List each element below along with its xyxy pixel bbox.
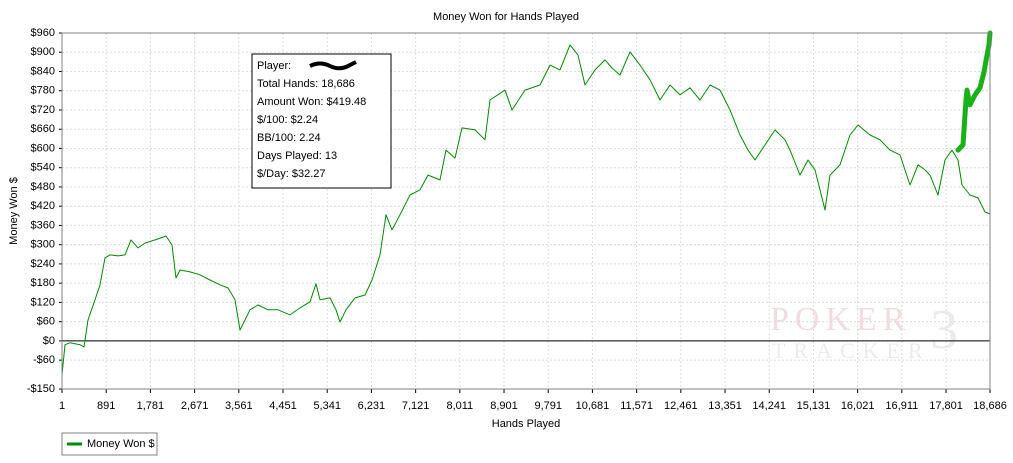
y-tick-label: $840 [31,65,55,77]
y-tick-label: $360 [31,219,55,231]
y-tick-label: $720 [31,104,55,116]
x-tick-label: 18,686 [973,400,1007,412]
x-tick-label: 8,901 [490,400,518,412]
x-tick-label: 8,011 [446,400,473,412]
watermark: POKER TRACKER 3 [770,299,958,363]
info-line: Total Hands: 18,686 [257,78,355,90]
y-tick-label: $420 [31,200,55,212]
y-tick-label: $60 [37,316,55,328]
x-tick-label: 17,801 [929,400,963,412]
y-tick-label: $0 [43,335,55,347]
x-tick-label: 13,351 [708,400,742,412]
y-tick-label: $120 [31,296,55,308]
legend-frame [61,432,158,456]
x-axis-label: Hands Played [492,418,561,430]
y-tick-label: $240 [31,258,55,270]
info-line: Player: [257,60,291,72]
y-tick-label: -$60 [33,354,55,366]
x-tick-label: 3,561 [225,400,253,412]
legend: Money Won $ [61,432,158,456]
x-tick-label: 9,791 [534,400,562,412]
watermark-word: TRACKER [772,338,931,363]
x-tick-label: 891 [97,400,115,412]
y-tick-label: $960 [31,27,55,39]
y-axis-label: Money Won $ [8,177,20,245]
x-tick-label: 4,451 [269,400,297,412]
info-frame [251,53,392,189]
x-tick-label: 16,911 [885,400,918,412]
y-tick-label: $540 [31,162,55,174]
x-tick-label: 15,131 [797,400,831,412]
y-tick-label: $660 [31,123,55,135]
redacted-name [309,60,357,71]
y-tick-label: $600 [31,142,55,154]
x-tick-label: 12,461 [664,400,698,412]
y-tick-label: -$150 [27,383,55,395]
y-tick-label: $300 [31,239,55,251]
info-line: Days Played: 13 [257,150,337,162]
watermark-word: POKER [770,301,911,338]
info-line: Amount Won: $419.48 [257,96,366,108]
y-tick-label: $480 [31,181,55,193]
info-line: BB/100: 2.24 [257,132,321,144]
watermark-digit: 3 [930,299,958,361]
plot-frame [61,32,991,390]
x-tick-label: 1,781 [137,400,165,412]
x-tick-label: 6,231 [358,400,386,412]
info-line: $/100: $2.24 [257,114,318,126]
legend-label: Money Won $ [87,438,155,450]
x-tick-label: 11,571 [620,400,653,412]
y-tick-label: $780 [31,85,55,97]
y-tick-label: $180 [31,277,55,289]
series-line [61,44,991,376]
x-tick-label: 1 [59,400,65,412]
x-tick-label: 2,671 [181,400,209,412]
info-box: Player: Total Hands: 18,686 Amount Won: $4… [251,53,392,189]
chart-title: Money Won for Hands Played [433,11,579,23]
info-line: $/Day: $32.27 [257,168,326,180]
series-line [955,30,993,153]
y-tick-label: $900 [31,46,55,58]
plot-lines [61,30,993,376]
x-tick-label: 14,241 [752,400,786,412]
x-tick-label: 10,681 [576,400,610,412]
x-tick-label: 16,021 [841,400,875,412]
x-tick-label: 7,121 [402,400,430,412]
x-tick-label: 5,341 [313,400,341,412]
